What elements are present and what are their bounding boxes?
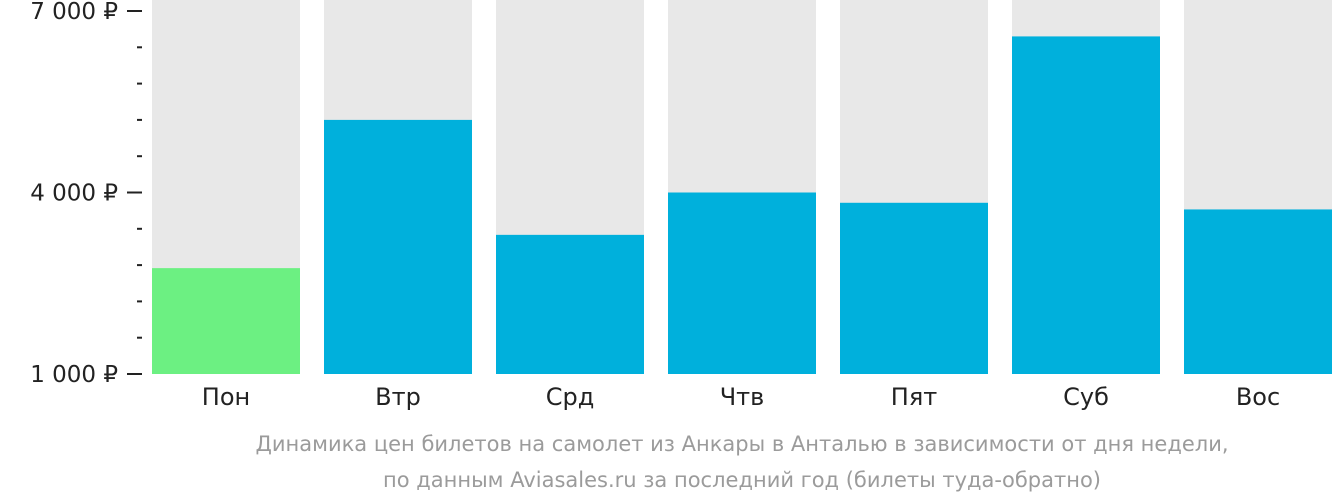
bar-chart: 7 000 ₽ 4 000 ₽ 1 000 ₽ Пон Втр Срд Чтв Пят Суб… (30, 0, 1332, 411)
y-tick-label: 1 000 ₽ (30, 362, 118, 388)
bar-Чтв[interactable] (668, 192, 816, 375)
bar-Пят[interactable] (840, 202, 988, 374)
x-tick-label: Пят (891, 383, 937, 411)
x-tick-label: Пон (202, 383, 250, 411)
x-tick-label: Срд (546, 383, 595, 411)
x-tick-label: Суб (1063, 383, 1109, 411)
bar-Срд[interactable] (496, 234, 644, 374)
bar-Суб[interactable] (1012, 36, 1160, 374)
chart-caption-line-2: по данным Aviasales.ru за последний год … (383, 468, 1101, 492)
bar-Втр[interactable] (324, 119, 472, 375)
chart-caption-line-1: Динамика цен билетов на самолет из Анкар… (255, 432, 1229, 456)
x-tick-label: Вос (1236, 383, 1280, 411)
y-tick-label: 4 000 ₽ (30, 181, 118, 207)
bar-Вос[interactable] (1184, 209, 1332, 374)
y-tick-label: 7 000 ₽ (30, 0, 118, 25)
bars (152, 36, 1332, 375)
bar-Пон[interactable] (152, 268, 300, 374)
y-axis: 7 000 ₽ 4 000 ₽ 1 000 ₽ (30, 0, 142, 388)
x-tick-label: Втр (375, 383, 421, 411)
x-axis-labels: Пон Втр Срд Чтв Пят Суб Вос (202, 383, 1280, 411)
x-tick-label: Чтв (720, 383, 765, 411)
